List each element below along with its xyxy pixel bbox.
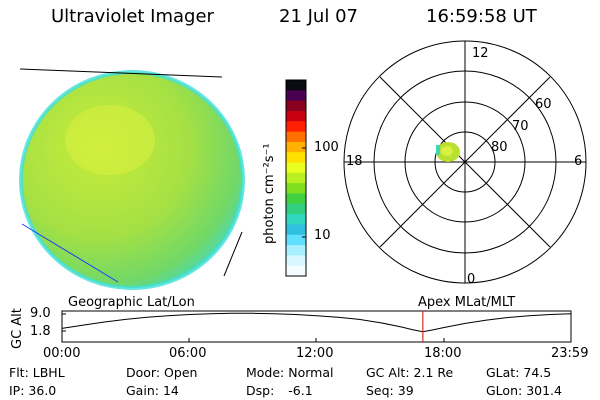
colorbar-unit-label: photon cm⁻²s⁻¹ bbox=[262, 143, 277, 244]
instrument-title: Ultraviolet Imager bbox=[51, 6, 214, 27]
info-ip: IP: 36.0 bbox=[9, 383, 57, 398]
timeline-xtick-0000: 00:00 bbox=[43, 346, 81, 361]
colorbar-segment bbox=[286, 100, 306, 112]
colorbar-segment bbox=[286, 131, 306, 143]
info-gain: Gain: 14 bbox=[126, 383, 179, 398]
colorbar-segment bbox=[286, 193, 306, 205]
info-seq: Seq: 39 bbox=[366, 383, 414, 398]
uv-disk-limb bbox=[19, 70, 245, 290]
colorbar-segment bbox=[286, 90, 306, 102]
mlt-label-0: 0 bbox=[467, 272, 476, 287]
mlt-label-12: 12 bbox=[472, 46, 489, 61]
mlt-label-6: 6 bbox=[574, 154, 583, 169]
mlt-label-18: 18 bbox=[346, 154, 363, 169]
info-gc-alt: GC Alt: 2.1 Re bbox=[366, 365, 454, 380]
info-door: Door: Open bbox=[126, 365, 198, 380]
info-glon: GLon: 301.4 bbox=[486, 383, 562, 398]
colorbar-segment bbox=[286, 110, 306, 122]
timeline-xtick-1800: 18:00 bbox=[424, 346, 462, 361]
grid-line-right bbox=[223, 231, 243, 277]
timeline-ylabel: GC Alt bbox=[10, 308, 25, 349]
info-mode: Mode: Normal bbox=[246, 365, 334, 380]
colorbar-border bbox=[285, 79, 307, 277]
colorbar-segment bbox=[286, 234, 306, 246]
uv-bright-patch bbox=[65, 105, 155, 175]
timeline-xtick-0600: 06:00 bbox=[169, 346, 207, 361]
colorbar-segment bbox=[286, 172, 306, 184]
colorbar bbox=[285, 79, 307, 277]
info-dsp: Dsp: -6.1 bbox=[246, 383, 313, 398]
altitude-series-line bbox=[61, 312, 572, 333]
grid-line-top bbox=[19, 68, 223, 78]
timeline-ytick-1-8: 1.8 bbox=[30, 324, 51, 339]
colorbar-segment bbox=[286, 183, 306, 194]
uv-image-panel bbox=[19, 68, 245, 290]
polar-plot bbox=[343, 40, 587, 284]
colorbar-tick-10: 10 bbox=[314, 228, 331, 243]
colorbar-tick-100: 100 bbox=[314, 140, 339, 155]
info-glat: GLat: 74.5 bbox=[486, 365, 552, 380]
lat-label-80: 80 bbox=[491, 140, 508, 155]
timeline-plot bbox=[61, 310, 572, 343]
colorbar-segment bbox=[286, 141, 306, 153]
colorbar-segment bbox=[286, 121, 306, 133]
lat-label-60: 60 bbox=[535, 97, 552, 112]
grid-line-left bbox=[21, 223, 119, 283]
time-label: 16:59:58 UT bbox=[426, 6, 537, 27]
colorbar-segment bbox=[286, 245, 306, 256]
colorbar-segment bbox=[286, 265, 306, 277]
colorbar-segment bbox=[286, 162, 306, 174]
colorbar-segment bbox=[286, 255, 306, 267]
timeline-right-title: Apex MLat/MLT bbox=[418, 295, 516, 310]
timeline-xtick-2359: 23:59 bbox=[551, 346, 589, 361]
colorbar-segment bbox=[286, 152, 306, 164]
colorbar-segment bbox=[286, 80, 306, 91]
colorbar-segment bbox=[286, 224, 306, 236]
date-label: 21 Jul 07 bbox=[279, 6, 358, 27]
colorbar-segment bbox=[286, 203, 306, 215]
timeline-left-title: Geographic Lat/Lon bbox=[68, 295, 195, 310]
info-filter: Flt: LBHL bbox=[9, 365, 65, 380]
colorbar-segment bbox=[286, 214, 306, 225]
lat-label-70: 70 bbox=[512, 119, 529, 134]
timeline-xtick-1200: 12:00 bbox=[296, 346, 334, 361]
timeline-ytick-9: 9.0 bbox=[30, 306, 51, 321]
